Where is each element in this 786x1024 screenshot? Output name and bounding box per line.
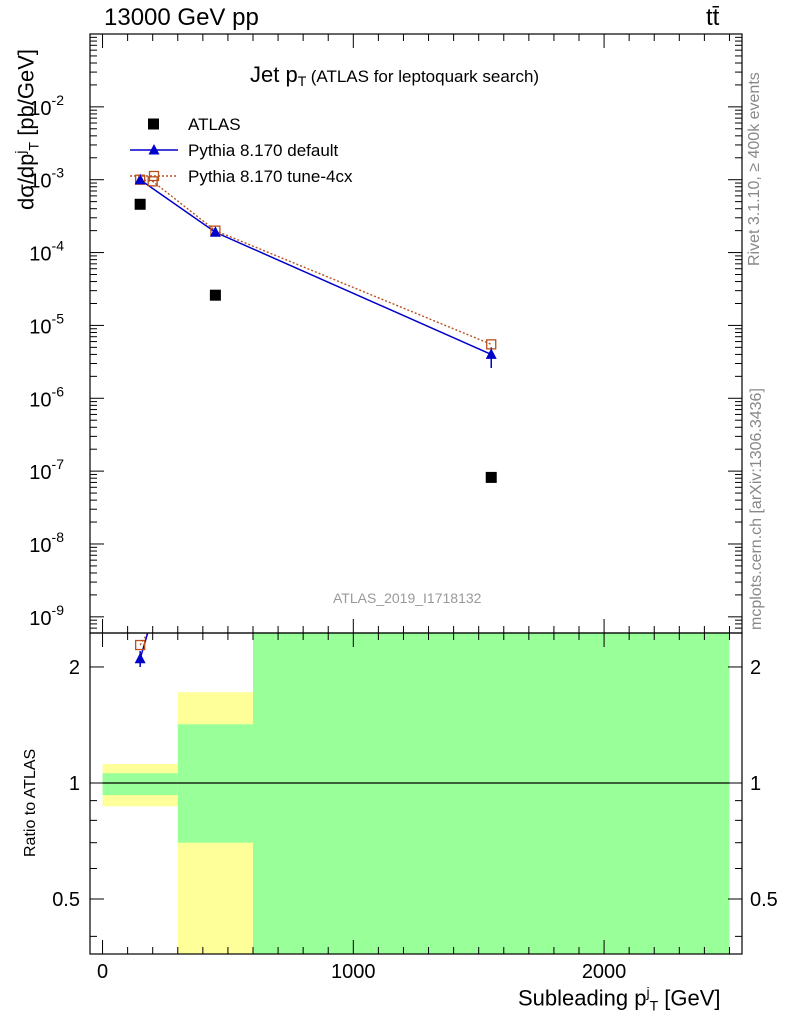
main-ytick-label: 10-5 xyxy=(29,310,64,338)
ratio-line-default xyxy=(139,632,149,660)
process-label: tt̄ xyxy=(706,4,720,31)
marker-tune-4cx xyxy=(147,176,158,187)
legend-label-tune: Pythia 8.170 tune-4cx xyxy=(188,167,353,186)
legend-label-atlas: ATLAS xyxy=(188,115,241,134)
marker-atlas xyxy=(134,198,146,210)
uncertainty-band-green xyxy=(102,773,178,796)
ratio-ytick-label: 1 xyxy=(69,773,80,795)
legend-marker-default xyxy=(148,144,160,155)
analysis-id: ATLAS_2019_I1718132 xyxy=(333,590,482,606)
energy-label: 13000 GeV pp xyxy=(104,4,259,31)
marker-default xyxy=(134,173,146,185)
ratio-ytick-label: 0.5 xyxy=(52,889,80,911)
main-ylabel-sub: T xyxy=(25,141,42,151)
line-tune-4cx xyxy=(140,179,492,345)
legend-marker-atlas xyxy=(148,118,159,130)
uncertainty-band-green xyxy=(253,633,730,954)
series-lines xyxy=(139,179,492,660)
plot-title-rest: (ATLAS for leptoquark search) xyxy=(310,67,540,86)
xlabel-sub: T xyxy=(649,997,659,1014)
main-ytick-label: 10-6 xyxy=(29,383,64,411)
plot-title-sub: T xyxy=(297,73,307,90)
legend: ATLAS Pythia 8.170 default Pythia 8.170 tu… xyxy=(130,115,353,186)
ratio-ylabel: Ratio to ATLAS xyxy=(22,748,39,857)
marker-atlas xyxy=(485,471,497,483)
main-ytick-label: 10-4 xyxy=(29,238,64,266)
main-ytick-label: 10-9 xyxy=(29,602,64,630)
legend-label-default: Pythia 8.170 default xyxy=(188,141,339,160)
main-ytick-label: 10-8 xyxy=(29,529,64,557)
xtick-label: 2000 xyxy=(582,961,627,983)
xlabel-text: Subleading p xyxy=(518,985,647,1011)
marker-default xyxy=(485,348,497,359)
main-ylabel: dσ/dpjT [pb/GeV] xyxy=(12,49,42,210)
ratio-ytick-label: 2 xyxy=(69,657,80,679)
main-ylabel-sup: j xyxy=(12,150,28,154)
ratio-ytick-label-right: 2 xyxy=(750,657,761,679)
xtick-label: 1000 xyxy=(331,961,376,983)
ratio-bands xyxy=(102,633,730,954)
axes-frames xyxy=(89,33,743,955)
main-ylabel-unit: [pb/GeV] xyxy=(13,48,39,136)
main-ylabel-text: dσ/dp xyxy=(13,153,39,210)
marker-default xyxy=(209,226,221,237)
xlabel: Subleading pjT [GeV] xyxy=(518,984,721,1014)
line-default xyxy=(139,179,492,356)
main-ytick-label: 10-7 xyxy=(29,456,64,484)
plot-title: Jet pT (ATLAS for leptoquark search) xyxy=(250,62,539,89)
series-markers xyxy=(134,173,497,667)
ratio-marker-default xyxy=(134,652,146,664)
xlabel-unit: [GeV] xyxy=(664,985,721,1011)
ratio-marker-tune-4cx xyxy=(135,639,146,651)
legend-marker-tune xyxy=(148,170,160,182)
marker-atlas xyxy=(209,289,221,301)
mcplots-label: mcplots.cern.ch [arXiv:1306.3436] xyxy=(748,388,765,630)
plot-title-main: Jet p xyxy=(250,62,298,87)
xtick-label: 0 xyxy=(97,961,108,983)
rivet-label: Rivet 3.1.10, ≥ 400k events xyxy=(746,72,763,266)
ratio-frame xyxy=(89,632,743,955)
ratio-ytick-label-right: 0.5 xyxy=(750,889,778,911)
xlabel-sup: j xyxy=(646,984,650,1000)
ratio-ytick-label-right: 1 xyxy=(750,773,761,795)
